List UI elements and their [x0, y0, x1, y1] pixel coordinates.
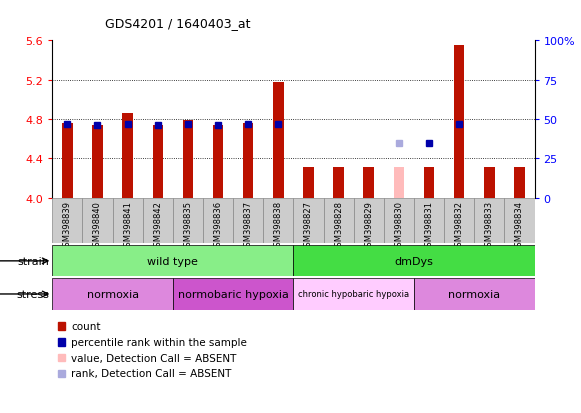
Bar — [113, 198, 143, 244]
Bar — [263, 198, 293, 244]
Bar — [143, 198, 173, 244]
Bar — [52, 198, 83, 244]
Bar — [273, 83, 284, 198]
Bar — [364, 168, 374, 198]
Bar — [233, 198, 263, 244]
Text: normobaric hypoxia: normobaric hypoxia — [178, 289, 289, 299]
Bar — [384, 198, 414, 244]
Bar — [62, 123, 73, 198]
Text: rank, Detection Call = ABSENT: rank, Detection Call = ABSENT — [71, 368, 232, 378]
Text: GSM398834: GSM398834 — [515, 200, 524, 252]
Bar — [504, 198, 535, 244]
Text: GSM398835: GSM398835 — [184, 200, 192, 252]
Bar — [203, 198, 233, 244]
Bar — [424, 168, 435, 198]
Text: GSM398829: GSM398829 — [364, 200, 373, 251]
Bar — [303, 168, 314, 198]
Text: strain: strain — [17, 256, 49, 266]
Text: GSM398830: GSM398830 — [394, 200, 403, 252]
Bar — [354, 198, 384, 244]
Bar — [173, 279, 293, 310]
Bar — [324, 198, 354, 244]
Text: value, Detection Call = ABSENT: value, Detection Call = ABSENT — [71, 353, 236, 363]
Text: GSM398836: GSM398836 — [214, 200, 223, 252]
Text: GSM398840: GSM398840 — [93, 200, 102, 251]
Text: GDS4201 / 1640403_at: GDS4201 / 1640403_at — [105, 17, 250, 29]
Text: normoxia: normoxia — [448, 289, 500, 299]
Bar — [293, 279, 414, 310]
Bar — [152, 126, 163, 198]
Bar — [92, 126, 103, 198]
Text: wild type: wild type — [148, 256, 198, 266]
Text: GSM398833: GSM398833 — [485, 200, 494, 252]
Bar — [213, 126, 223, 198]
Text: stress: stress — [16, 289, 49, 299]
Bar — [182, 121, 193, 198]
Bar — [293, 246, 535, 277]
Text: GSM398839: GSM398839 — [63, 200, 72, 252]
Text: GSM398832: GSM398832 — [455, 200, 464, 252]
Bar — [484, 168, 494, 198]
Bar — [123, 114, 133, 198]
Text: percentile rank within the sample: percentile rank within the sample — [71, 337, 247, 347]
Bar — [243, 123, 253, 198]
Bar — [52, 246, 293, 277]
Text: count: count — [71, 321, 101, 331]
Text: GSM398827: GSM398827 — [304, 200, 313, 252]
Bar — [444, 198, 474, 244]
Bar — [454, 46, 464, 198]
Bar — [293, 198, 324, 244]
Text: GSM398828: GSM398828 — [334, 200, 343, 252]
Bar — [333, 168, 344, 198]
Bar — [474, 198, 504, 244]
Text: GSM398837: GSM398837 — [243, 200, 253, 252]
Bar — [173, 198, 203, 244]
Text: dmDys: dmDys — [394, 256, 433, 266]
Bar — [514, 168, 525, 198]
Text: normoxia: normoxia — [87, 289, 139, 299]
Text: GSM398841: GSM398841 — [123, 200, 132, 251]
Text: GSM398838: GSM398838 — [274, 200, 283, 252]
Bar — [414, 279, 535, 310]
Bar — [83, 198, 113, 244]
Bar — [52, 279, 173, 310]
Text: GSM398831: GSM398831 — [425, 200, 433, 252]
Bar — [393, 168, 404, 198]
Bar — [414, 198, 444, 244]
Text: GSM398842: GSM398842 — [153, 200, 162, 251]
Text: chronic hypobaric hypoxia: chronic hypobaric hypoxia — [298, 290, 409, 299]
